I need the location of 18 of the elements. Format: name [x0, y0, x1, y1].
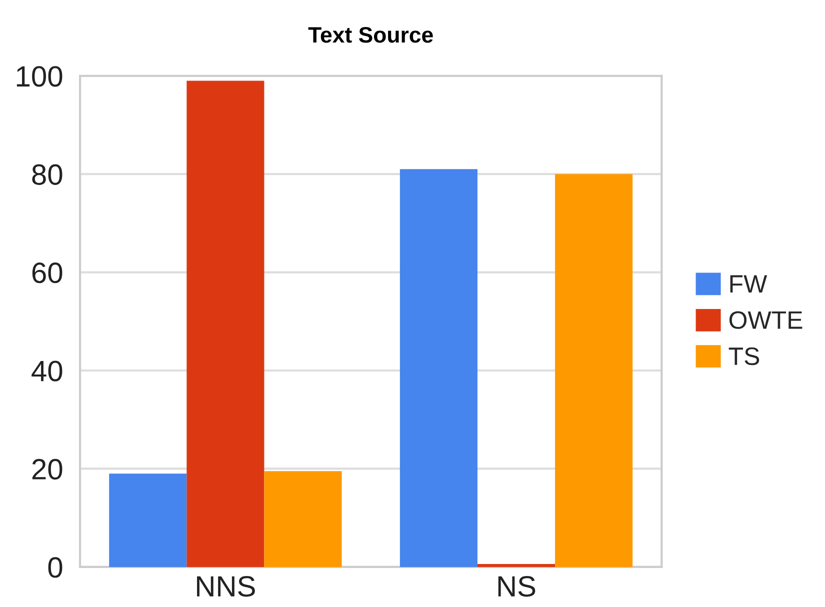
bar [186, 80, 264, 567]
bar [555, 174, 633, 567]
y-tick-label: 60 [32, 262, 62, 284]
bar [400, 169, 478, 567]
legend-label: FW [730, 275, 768, 292]
y-tick-label: 100 [16, 66, 62, 87]
y-tick-label: 20 [32, 458, 62, 480]
y-tick-label: 0 [48, 557, 62, 578]
x-tick-label: NNS [197, 576, 255, 597]
y-tick-label: 40 [32, 360, 62, 382]
y-tick-label: 80 [32, 164, 62, 185]
bar [477, 564, 556, 567]
bar [109, 474, 187, 567]
legend-label: OWTE [729, 311, 802, 329]
x-tick-label: NS [498, 576, 536, 597]
chart-title: Text Source [308, 27, 433, 43]
bar [264, 471, 342, 567]
legend-label: TS [728, 347, 760, 366]
